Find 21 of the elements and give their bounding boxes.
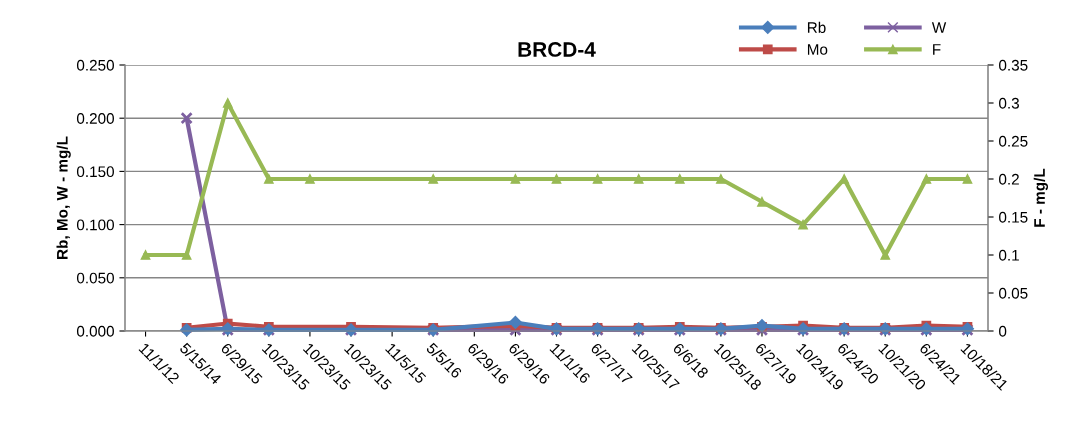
y2-tick-label: 0.35 [999, 59, 1028, 71]
y-tick-label: 0.050 [76, 272, 114, 284]
legend-label: Rb [807, 21, 826, 33]
y-axis-title: Rb, Mo, W - mg/L [56, 136, 71, 259]
y-tick-label: 0.250 [76, 59, 114, 71]
y2-tick-label: 0.05 [999, 287, 1028, 299]
y-tick-label: 0.200 [76, 113, 114, 124]
y-tick-label: 0.000 [76, 325, 114, 337]
y2-tick-label: 0 [999, 325, 1007, 337]
y2-tick-label: 0.3 [999, 97, 1019, 109]
y2-axis-title: F - mg/L [1033, 168, 1049, 227]
legend-label: Mo [807, 44, 828, 55]
y2-tick-label: 0.2 [999, 173, 1019, 185]
y2-tick-label: 0.25 [999, 135, 1028, 147]
legend-label: F [933, 44, 941, 55]
chart-title: BRCD-4 [518, 42, 596, 57]
legend-label: W [931, 22, 947, 33]
y2-tick-label: 0.15 [999, 211, 1028, 223]
y-tick-label: 0.150 [76, 166, 114, 178]
y2-tick-label: 0.1 [999, 249, 1019, 261]
y-tick-label: 0.100 [76, 219, 114, 231]
